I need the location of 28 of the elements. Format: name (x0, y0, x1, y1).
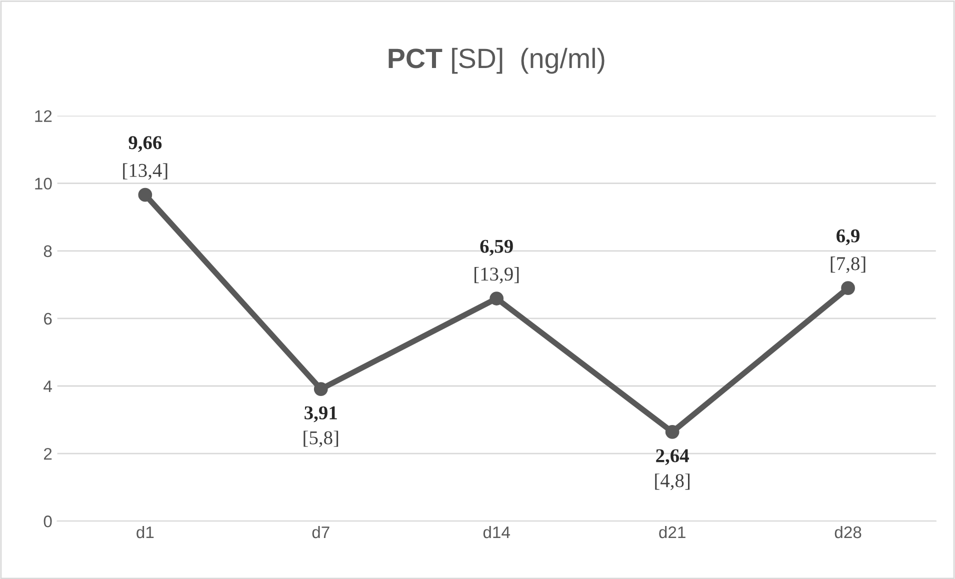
text: 3,91 (304, 406, 337, 422)
y-tick-label: 2 (44, 448, 52, 460)
annotation: [4,8] (655, 474, 690, 490)
text: 6,59 (480, 240, 513, 256)
chart-title: PCT [SD] (ng/ml) (388, 48, 604, 74)
point (841, 281, 855, 295)
text: 6,9 (836, 229, 860, 246)
point (138, 188, 152, 202)
y-tick-label: 8 (44, 245, 52, 258)
y-tick-label: 12 (35, 110, 52, 122)
annotation: [5,8] (304, 430, 338, 448)
x-tick-label: d14 (483, 526, 510, 538)
text: 9,66 (128, 136, 162, 152)
annotation: [13,4] (123, 163, 168, 180)
x-tick-label: d7 (312, 526, 330, 538)
point (490, 292, 504, 306)
annotation: [13,9] (474, 267, 519, 284)
y-tick-label: 4 (44, 380, 52, 392)
y-tick-label: 6 (44, 312, 52, 325)
x-tick-label: d21 (659, 526, 686, 538)
x-tick-label: d1 (136, 526, 154, 538)
y-tick-label: 0 (44, 516, 52, 528)
x-tick-label: d28 (834, 526, 862, 538)
point (665, 424, 680, 439)
y-tick-label: 10 (35, 178, 52, 190)
text: 2,64 (656, 449, 689, 466)
point (314, 382, 328, 396)
annotation: [7,8] (830, 256, 866, 274)
